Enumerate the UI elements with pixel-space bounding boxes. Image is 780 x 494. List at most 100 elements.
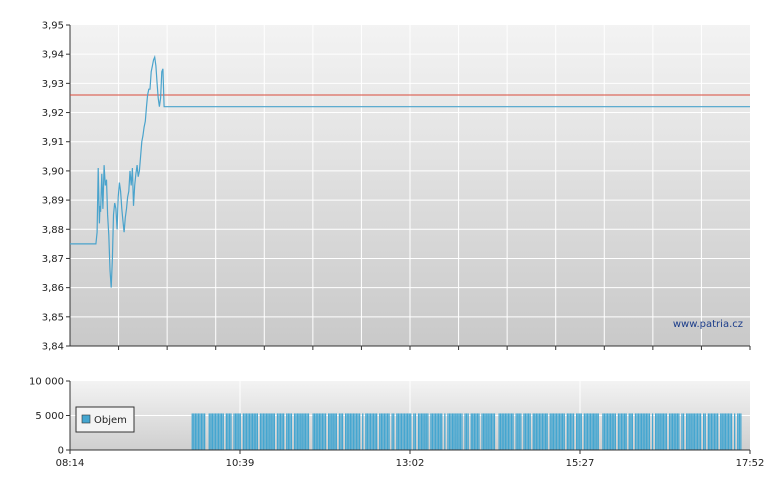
volume-bar [692,413,694,450]
volume-bar [320,413,322,450]
price-ytick-label: 3,92 [42,108,64,119]
volume-bar [589,413,592,450]
volume-bar [730,413,733,450]
volume-bar [687,413,689,450]
volume-bar [576,413,578,450]
volume-panel: 10 000 5 000 008:14 10:39 13:02 15:27 17:52 Obj… [29,377,764,470]
volume-bar [645,413,647,450]
volume-bar [690,413,692,450]
volume-bar [262,413,265,450]
volume-bar [661,413,663,450]
volume-bar [569,413,572,450]
volume-bar [366,413,368,450]
volume-bar [487,413,489,450]
volume-bar [372,413,375,450]
volume-bar [368,413,370,450]
volume-bar [199,413,201,450]
volume-bar [698,413,700,450]
price-ytick-label: 3,93 [42,79,64,90]
volume-bar [507,413,510,450]
volume-bar [461,413,463,450]
watermark: www.patria.cz [673,319,743,330]
volume-bar [523,413,525,450]
volume-bar [538,413,541,450]
volume-bar [631,413,633,450]
volume-bar [591,413,593,450]
volume-bar [300,413,302,450]
volume-bar [312,413,314,450]
volume-bar [498,413,500,450]
volume-bar [235,413,237,450]
volume-bar [481,413,483,450]
volume-bar [720,413,722,450]
volume-bar [614,413,616,450]
volume-bar [273,413,275,450]
volume-bar [383,413,386,450]
volume-bar [726,413,728,450]
volume-bar [393,413,395,450]
volume-bar [376,413,378,450]
volume-ytick-label: 0 [58,446,64,457]
volume-bar [397,413,399,450]
volume-bar [239,413,241,450]
volume-bar [713,413,716,450]
volume-bar [225,413,227,450]
volume-bar [335,413,337,450]
volume-bar [727,413,730,450]
volume-bar [656,413,658,450]
volume-bar [270,413,272,450]
volume-bar [608,413,610,450]
volume-bar [486,413,488,450]
volume-bar [560,413,562,450]
volume-bar [647,413,649,450]
volume-bar [314,413,316,450]
volume-bar [436,413,438,450]
volume-bar [293,413,296,450]
volume-bar [334,413,336,450]
volume-bar [208,413,210,450]
volume-bar [672,413,674,450]
volume-bar [738,413,740,450]
volume-bar [427,413,429,450]
volume-bar [425,413,427,450]
volume-bar [396,413,398,450]
volume-bar [267,413,269,450]
volume-bar [537,413,539,450]
volume-bar [515,413,517,450]
volume-bar [596,413,598,450]
volume-bar [403,413,406,450]
volume-bar [444,413,446,450]
volume-bar [374,413,376,450]
volume-bar [551,413,553,450]
volume-bar [202,413,204,450]
volume-bar [709,413,711,450]
volume-bar [611,413,613,450]
volume-bar [509,413,511,450]
volume-bar [703,413,705,450]
volume-bar [555,413,558,450]
volume-bar [583,413,585,450]
volume-bar [459,413,461,450]
volume-bar [359,413,361,450]
price-ytick-label: 3,94 [42,50,64,61]
volume-bar [430,413,432,450]
volume-bar [658,413,660,450]
volume-bar [686,413,688,450]
volume-bar [354,413,356,450]
volume-bar [504,413,506,450]
volume-bar [408,413,410,450]
volume-bar [272,413,274,450]
volume-bar [579,413,581,450]
volume-bar [619,413,621,450]
volume-bar [346,413,348,450]
volume-bar [438,413,440,450]
volume-bar [276,413,279,450]
volume-bar [331,413,333,450]
volume-bar [455,413,457,450]
volume-bar [252,413,254,450]
volume-xtick-label: 15:27 [566,458,595,469]
volume-bar [434,413,437,450]
volume-legend: Objem [75,406,135,433]
volume-bar [405,413,407,450]
volume-bar [605,413,607,450]
